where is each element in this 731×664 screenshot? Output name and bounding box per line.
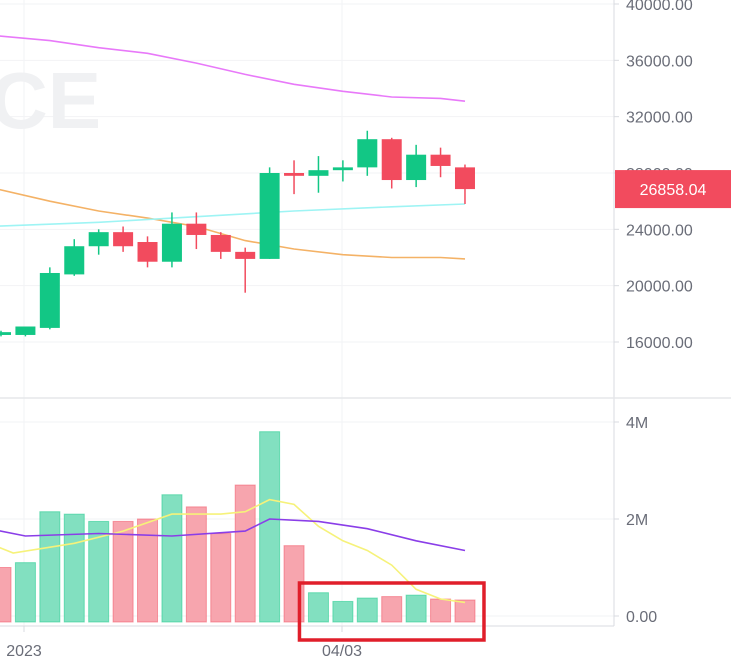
- y-tick-label: 40000.00: [626, 0, 693, 14]
- candle-body: [64, 246, 85, 275]
- volume-bar: [0, 567, 12, 623]
- volume-tick-label: 4M: [626, 415, 648, 432]
- candle-body: [210, 234, 231, 252]
- last-price-label: 26858.04: [640, 182, 707, 199]
- watermark: CE: [0, 56, 101, 145]
- y-tick-label: 20000.00: [626, 279, 693, 296]
- candle: [137, 236, 158, 268]
- candle: [430, 147, 451, 178]
- candle-body: [430, 154, 451, 166]
- candle-body: [454, 167, 475, 190]
- volume-tick-label: 0.00: [626, 609, 657, 626]
- y-tick-label: 36000.00: [626, 53, 693, 70]
- x-tick-label: 04/03: [322, 643, 362, 660]
- volume-bar: [63, 513, 85, 623]
- last-price-badge: [615, 170, 731, 209]
- candle-body: [88, 232, 109, 247]
- volume-bar: [332, 600, 354, 623]
- x-tick-label: 2023: [6, 643, 42, 660]
- volume-series: [0, 431, 476, 623]
- volume-bar: [356, 597, 378, 623]
- candle: [454, 164, 475, 204]
- candle-body: [39, 272, 60, 328]
- price-ma-line: [0, 203, 466, 227]
- candle-body: [161, 223, 182, 262]
- volume-bar: [259, 431, 281, 623]
- candle: [381, 137, 402, 189]
- volume-bar: [14, 562, 36, 623]
- candle: [161, 212, 182, 268]
- volume-bar: [234, 484, 256, 623]
- y-tick-label: 16000.00: [626, 335, 693, 352]
- volume-bar: [88, 520, 110, 623]
- candle: [235, 247, 256, 293]
- candlestick-series: [0, 130, 475, 337]
- volume-bar: [112, 520, 134, 623]
- candle: [0, 330, 11, 337]
- grid-lines: [0, 0, 614, 626]
- candle: [259, 167, 280, 259]
- volume-bar: [405, 594, 427, 623]
- candle: [357, 130, 378, 176]
- volume-bar: [381, 596, 403, 623]
- candle-body: [381, 139, 402, 181]
- price-ma-line: [0, 188, 466, 260]
- volume-bar: [185, 506, 207, 623]
- volume-bar: [454, 599, 476, 623]
- y-tick-label: 32000.00: [626, 110, 693, 127]
- price-moving-averages: [0, 35, 466, 260]
- price-ma-line: [0, 35, 466, 102]
- candle: [210, 232, 231, 259]
- candle: [308, 156, 329, 193]
- volume-ma-line: [0, 498, 466, 604]
- candle: [15, 326, 36, 337]
- candle: [186, 212, 207, 250]
- candle-body: [332, 167, 353, 171]
- candle-body: [0, 332, 11, 335]
- candle-body: [406, 154, 427, 181]
- candle: [284, 160, 305, 195]
- volume-bar: [137, 518, 159, 623]
- y-tick-label: 24000.00: [626, 222, 693, 239]
- volume-bar: [307, 592, 329, 623]
- candle-body: [235, 251, 256, 259]
- volume-bar: [430, 598, 452, 623]
- candle-body: [137, 242, 158, 262]
- volume-bar: [39, 511, 61, 623]
- volume-bar: [161, 494, 183, 623]
- candle-body: [259, 173, 280, 259]
- candle: [332, 160, 353, 182]
- candle: [88, 229, 109, 255]
- candle-body: [186, 223, 207, 235]
- volume-ma-line: [0, 518, 466, 552]
- candle-body: [15, 326, 36, 335]
- volume-bar: [210, 533, 232, 623]
- candle-body: [357, 139, 378, 168]
- candle: [113, 226, 134, 252]
- candle-body: [113, 232, 134, 247]
- highlight-box: [297, 581, 486, 642]
- candle: [406, 144, 427, 188]
- candle: [64, 239, 85, 276]
- candle: [39, 267, 60, 330]
- overlay: 26858.04: [297, 170, 731, 642]
- candle-body: [308, 170, 329, 176]
- candle-body: [284, 173, 305, 176]
- volume-tick-label: 2M: [626, 512, 648, 529]
- volume-moving-averages: [0, 498, 466, 604]
